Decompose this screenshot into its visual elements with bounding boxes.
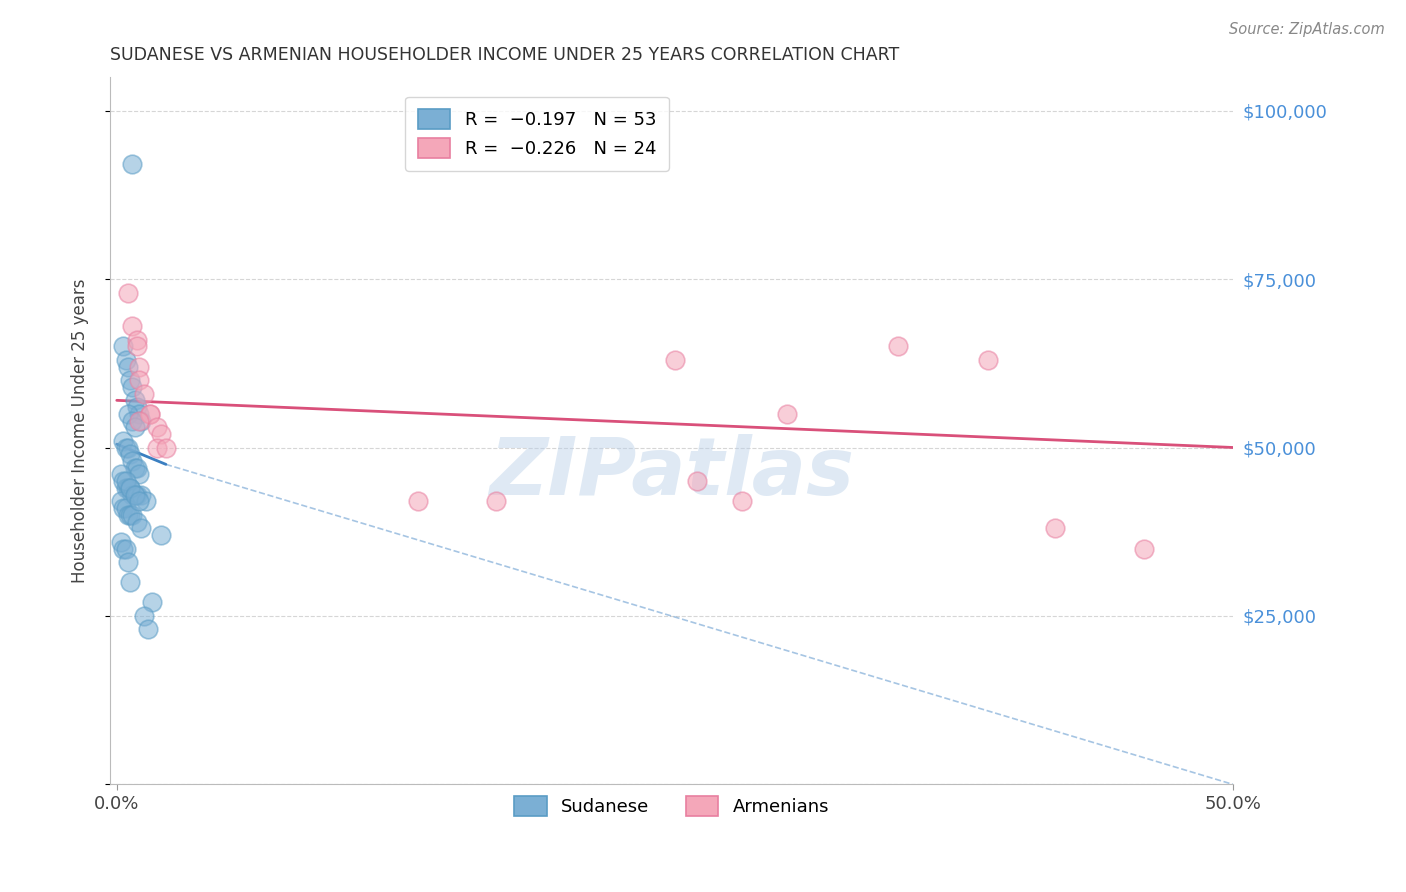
Point: [976, 352, 998, 367]
Point: [114, 501, 136, 516]
Point: [124, 488, 146, 502]
Point: [121, 413, 143, 427]
Point: [117, 555, 139, 569]
Point: [120, 447, 142, 461]
Point: [146, 420, 169, 434]
Point: [125, 400, 148, 414]
Point: [112, 434, 135, 448]
Point: [117, 481, 139, 495]
Point: [146, 441, 169, 455]
Point: [114, 441, 136, 455]
Point: [120, 575, 142, 590]
Point: [125, 333, 148, 347]
Point: [150, 528, 173, 542]
Point: [150, 427, 173, 442]
Point: [110, 534, 132, 549]
Point: [125, 488, 148, 502]
Point: [121, 319, 143, 334]
Point: [775, 407, 797, 421]
Point: [135, 494, 157, 508]
Point: [125, 460, 148, 475]
Point: [124, 460, 146, 475]
Point: [117, 285, 139, 300]
Point: [117, 508, 139, 522]
Point: [114, 481, 136, 495]
Point: [731, 494, 754, 508]
Point: [128, 467, 150, 482]
Point: [136, 623, 159, 637]
Point: [120, 373, 142, 387]
Point: [125, 339, 148, 353]
Point: [128, 373, 150, 387]
Point: [131, 488, 153, 502]
Point: [120, 481, 142, 495]
Point: [128, 407, 150, 421]
Text: ZIPatlas: ZIPatlas: [489, 434, 853, 512]
Point: [121, 488, 143, 502]
Point: [120, 508, 142, 522]
Point: [110, 467, 132, 482]
Point: [124, 420, 146, 434]
Point: [1133, 541, 1156, 556]
Point: [114, 541, 136, 556]
Point: [131, 413, 153, 427]
Point: [124, 488, 146, 502]
Point: [117, 359, 139, 374]
Point: [121, 508, 143, 522]
Point: [114, 352, 136, 367]
Point: [887, 339, 910, 353]
Point: [121, 380, 143, 394]
Point: [139, 407, 162, 421]
Point: [121, 454, 143, 468]
Point: [128, 359, 150, 374]
Point: [1043, 521, 1066, 535]
Point: [112, 541, 135, 556]
Text: SUDANESE VS ARMENIAN HOUSEHOLDER INCOME UNDER 25 YEARS CORRELATION CHART: SUDANESE VS ARMENIAN HOUSEHOLDER INCOME …: [110, 46, 900, 64]
Point: [117, 407, 139, 421]
Point: [406, 494, 429, 508]
Point: [114, 474, 136, 488]
Point: [121, 157, 143, 171]
Point: [125, 515, 148, 529]
Text: Source: ZipAtlas.com: Source: ZipAtlas.com: [1229, 22, 1385, 37]
Point: [110, 494, 132, 508]
Y-axis label: Householder Income Under 25 years: Householder Income Under 25 years: [72, 278, 89, 582]
Point: [117, 441, 139, 455]
Point: [128, 494, 150, 508]
Point: [132, 609, 155, 624]
Point: [132, 386, 155, 401]
Point: [131, 521, 153, 535]
Point: [124, 393, 146, 408]
Point: [128, 413, 150, 427]
Point: [485, 494, 508, 508]
Point: [664, 352, 686, 367]
Point: [155, 441, 177, 455]
Legend: Sudanese, Armenians: Sudanese, Armenians: [505, 787, 838, 825]
Point: [112, 339, 135, 353]
Point: [686, 474, 709, 488]
Point: [112, 501, 135, 516]
Point: [112, 474, 135, 488]
Point: [139, 407, 162, 421]
Point: [141, 595, 163, 609]
Point: [120, 481, 142, 495]
